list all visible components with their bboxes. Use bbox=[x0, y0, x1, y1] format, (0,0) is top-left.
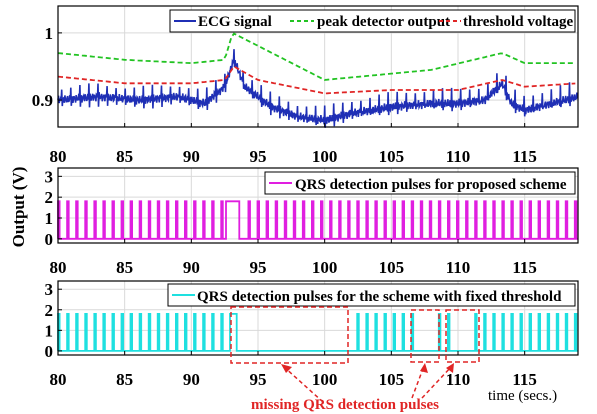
legend-label-peak: peak detector output bbox=[317, 14, 450, 30]
series-ecg-signal bbox=[57, 49, 579, 128]
x-axis-label: time (secs.) bbox=[488, 388, 557, 404]
arrow-line-3 bbox=[421, 365, 453, 399]
xtick-label-115: 115 bbox=[512, 258, 537, 277]
xtick-label-85: 85 bbox=[116, 258, 133, 277]
ytick-label-3: 3 bbox=[45, 280, 54, 299]
series-fixed-pulses bbox=[57, 312, 578, 352]
proposed-panel-frame bbox=[57, 167, 579, 244]
proposed-legend: QRS detection pulses for proposed scheme bbox=[264, 171, 576, 195]
xtick-label-105: 105 bbox=[379, 258, 405, 277]
xtick-label-100: 100 bbox=[312, 370, 338, 389]
xtick-label-100: 100 bbox=[312, 258, 338, 277]
xtick-label-80: 80 bbox=[50, 370, 67, 389]
xtick-label-90: 90 bbox=[183, 258, 200, 277]
legend-label-ecg: ECG signal bbox=[198, 14, 272, 30]
xtick-label-80: 80 bbox=[50, 147, 67, 166]
xtick-label-115: 115 bbox=[512, 147, 537, 166]
xtick-label-95: 95 bbox=[250, 258, 267, 277]
arrowhead-3 bbox=[446, 363, 454, 373]
fixed-panel: 80 85 90 95 100 105 110 115 0 12 3 QRS detection p… bbox=[45, 280, 579, 389]
xtick-label-110: 110 bbox=[446, 147, 471, 166]
missing-box-2 bbox=[410, 309, 440, 363]
xtick-label-90: 90 bbox=[183, 147, 200, 166]
ytick-label-0: 0 bbox=[45, 230, 54, 249]
series-peak-detector bbox=[57, 32, 576, 81]
ytick-label-2: 2 bbox=[45, 188, 54, 207]
xtick-label-95: 95 bbox=[250, 147, 267, 166]
xtick-label-95: 95 bbox=[250, 370, 267, 389]
xtick-label-100: 100 bbox=[312, 147, 338, 166]
xtick-label-115: 115 bbox=[512, 370, 537, 389]
ecg-legend: ECG signal peak detector output threshol… bbox=[169, 9, 576, 33]
ytick-label-1: 1 bbox=[45, 24, 54, 43]
ecg-panel-ticks: 80 85 90 95 100 105 110 115 0.9 1 bbox=[32, 24, 537, 166]
arrow-line-1 bbox=[282, 365, 324, 403]
arrowhead-1 bbox=[281, 364, 292, 373]
y-axis-label: Output (V) bbox=[9, 167, 28, 248]
fixed-panel-ticks: 80 85 90 95 100 105 110 115 0 12 3 bbox=[45, 280, 537, 389]
ytick-label-3: 3 bbox=[45, 167, 54, 186]
legend-label-threshold: threshold voltage bbox=[463, 14, 573, 30]
legend-label-fixed: QRS detection pulses for the scheme with… bbox=[197, 289, 562, 305]
xtick-label-85: 85 bbox=[116, 147, 133, 166]
proposed-panel-series bbox=[57, 200, 578, 240]
missing-box-1 bbox=[230, 306, 349, 364]
legend-label-proposed: QRS detection pulses for proposed scheme bbox=[295, 177, 567, 193]
fixed-panel-series bbox=[57, 312, 578, 352]
xtick-label-105: 105 bbox=[379, 147, 405, 166]
xtick-label-90: 90 bbox=[183, 370, 200, 389]
proposed-legend-box bbox=[264, 171, 576, 195]
proposed-panel: 80 85 90 95 100 105 110 115 0 1 2 3 QRS detection p… bbox=[45, 167, 579, 277]
ecg-panel-frame bbox=[57, 5, 579, 128]
series-threshold bbox=[57, 65, 576, 95]
xtick-label-110: 110 bbox=[446, 370, 471, 389]
xtick-label-85: 85 bbox=[116, 370, 133, 389]
xtick-label-80: 80 bbox=[50, 258, 67, 277]
fixed-legend: QRS detection pulses for the scheme with… bbox=[167, 283, 576, 307]
ecg-panel-series bbox=[57, 32, 579, 128]
missing-pulses-annotation: missing QRS detection pulses bbox=[230, 306, 480, 413]
proposed-panel-ticks: 80 85 90 95 100 105 110 115 0 1 2 3 bbox=[45, 167, 537, 277]
ytick-label-0.9: 0.9 bbox=[32, 91, 53, 110]
ytick-label-0: 0 bbox=[45, 342, 54, 361]
series-proposed-pulses bbox=[57, 200, 578, 240]
missing-box-3 bbox=[445, 309, 480, 363]
ytick-label-1: 1 bbox=[45, 321, 54, 340]
annotation-text: missing QRS detection pulses bbox=[251, 397, 439, 413]
ytick-label-2: 2 bbox=[45, 301, 54, 320]
ecg-legend-box bbox=[169, 9, 576, 33]
ytick-label-1: 1 bbox=[45, 209, 54, 228]
ecg-panel: 80 85 90 95 100 105 110 115 0.9 1 ECG signal peak… bbox=[32, 5, 579, 166]
xtick-label-105: 105 bbox=[379, 370, 405, 389]
fixed-panel-frame bbox=[57, 280, 579, 356]
fixed-legend-box bbox=[167, 283, 576, 307]
xtick-label-110: 110 bbox=[446, 258, 471, 277]
arrowhead-2 bbox=[420, 363, 428, 373]
